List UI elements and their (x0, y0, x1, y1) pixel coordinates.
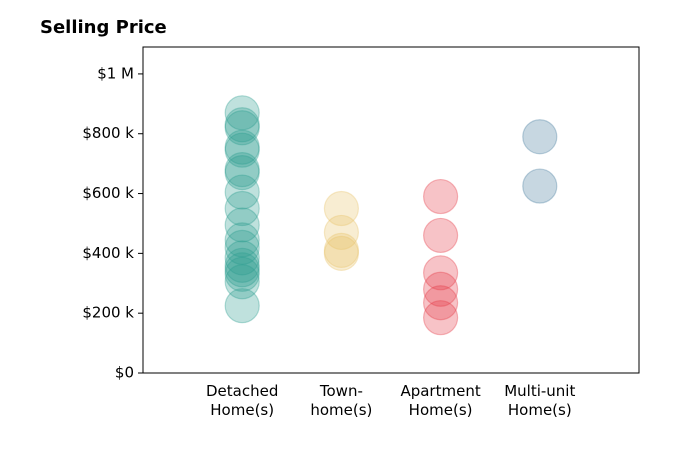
point (323, 190, 359, 227)
plot-frame (142, 46, 640, 374)
point (423, 285, 459, 321)
point (224, 132, 260, 168)
point (423, 178, 459, 215)
point (423, 300, 459, 336)
point (423, 217, 459, 254)
point (423, 255, 459, 291)
point (323, 235, 359, 271)
x-tick-label: Detached Home(s) (206, 382, 279, 419)
point (224, 152, 260, 188)
point (224, 229, 260, 265)
y-tick-label: $600 k (82, 184, 134, 202)
point (224, 252, 260, 288)
point (224, 95, 260, 131)
point (224, 264, 260, 300)
point (323, 214, 359, 251)
y-tick-label: $0 (115, 364, 134, 382)
point (224, 240, 260, 276)
point (224, 207, 260, 243)
point (224, 110, 260, 146)
y-tick-label: $800 k (82, 124, 134, 142)
point (224, 256, 260, 292)
point (423, 271, 459, 307)
x-tick-label: Town- home(s) (310, 382, 373, 419)
chart-title: Selling Price (40, 17, 167, 38)
point (224, 129, 260, 165)
point (323, 232, 359, 268)
point (224, 174, 260, 210)
point (224, 155, 260, 191)
y-tick-label: $400 k (82, 244, 134, 262)
point (522, 119, 558, 155)
point (224, 190, 260, 227)
point (224, 288, 260, 324)
point (224, 107, 260, 143)
point (522, 168, 558, 204)
point (224, 222, 260, 258)
x-tick-label: Apartment Home(s) (400, 382, 481, 419)
point (224, 247, 260, 283)
y-tick-label: $1 M (97, 64, 134, 82)
x-tick-label: Multi-unit Home(s) (504, 382, 576, 419)
y-tick-label: $200 k (82, 304, 134, 322)
